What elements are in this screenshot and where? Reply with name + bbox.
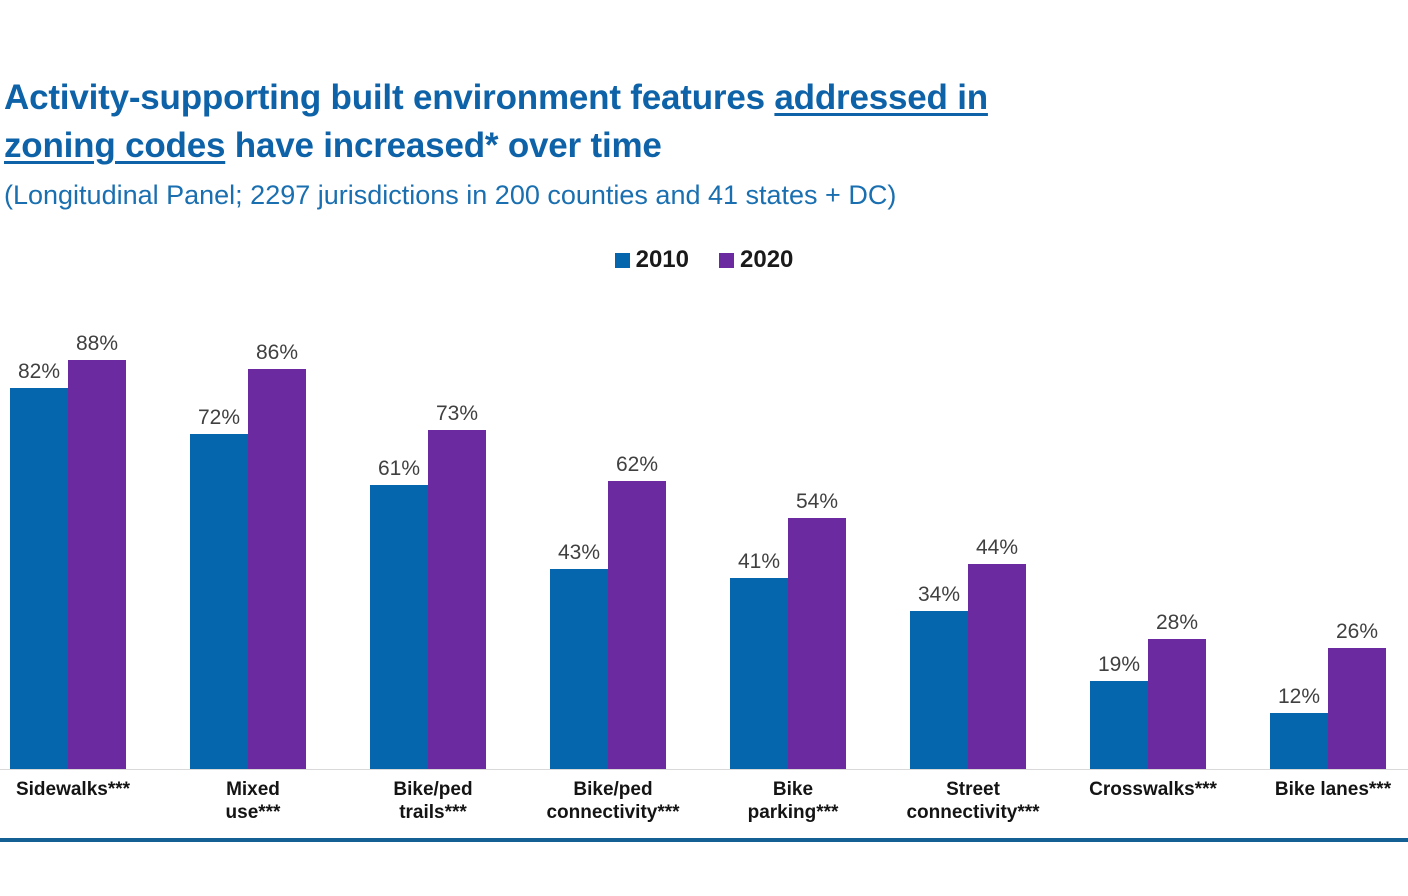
- legend-item-2020[interactable]: 2020: [719, 248, 793, 272]
- bar-value-label: 73%: [435, 402, 479, 425]
- bar-rect[interactable]: [550, 569, 608, 769]
- page-title-line-1: Activity-supporting built environment fe…: [4, 74, 1344, 122]
- bar-rect[interactable]: [910, 611, 968, 769]
- title-text-part-1: Activity-supporting built environment fe…: [4, 78, 775, 117]
- bar-value-label: 61%: [377, 457, 421, 480]
- page-subtitle: (Longitudinal Panel; 2297 jurisdictions …: [4, 180, 897, 210]
- x-axis-label: Bike/ped trails***: [333, 778, 533, 824]
- x-axis-category-labels: Sidewalks*** Mixed use*** Bike/ped trails***…: [0, 778, 1408, 836]
- x-axis-label-line: Bike: [772, 779, 814, 800]
- bar-group: 34% 44%: [910, 304, 1036, 769]
- bar-value-label: 28%: [1155, 611, 1199, 634]
- x-axis-label: Bike lanes***: [1233, 778, 1408, 801]
- bar-value-label: 43%: [557, 541, 601, 564]
- bar-group: 12% 26%: [1270, 304, 1396, 769]
- x-axis-label-line: connectivity***: [546, 802, 680, 823]
- bar-group: 43% 62%: [550, 304, 676, 769]
- x-axis-label: Mixed use***: [153, 778, 353, 824]
- bar-2010[interactable]: 72%: [190, 304, 248, 769]
- page-title-line-2: zoning codes have increased* over time: [4, 122, 1344, 170]
- bar-2010[interactable]: 43%: [550, 304, 608, 769]
- bar-value-label: 44%: [975, 536, 1019, 559]
- legend-swatch-2010-icon: [614, 252, 630, 268]
- bar-rect[interactable]: [1270, 713, 1328, 769]
- bar-2020[interactable]: 28%: [1148, 304, 1206, 769]
- legend-item-2010[interactable]: 2010: [614, 246, 689, 273]
- bar-rect[interactable]: [608, 481, 666, 769]
- bar-rect[interactable]: [428, 430, 486, 769]
- x-axis-label-line: Sidewalks***: [15, 779, 131, 800]
- x-axis-label-line: Bike/ped: [393, 779, 473, 800]
- x-axis-label-line: Bike lanes***: [1274, 779, 1392, 800]
- bar-2020[interactable]: 73%: [428, 304, 486, 769]
- title-text-part-2: have increased* over time: [225, 126, 662, 165]
- x-axis-label-line: connectivity***: [906, 802, 1040, 823]
- x-axis-label-line: parking***: [747, 802, 839, 823]
- bar-value-label: 34%: [917, 583, 961, 606]
- bar-group: 72% 86%: [190, 304, 316, 769]
- bar-value-label: 82%: [17, 360, 61, 383]
- bar-value-label: 19%: [1097, 653, 1141, 676]
- bar-rect[interactable]: [1090, 681, 1148, 769]
- x-axis-label-line: Bike/ped: [573, 779, 653, 800]
- x-axis-label: Bike parking***: [693, 778, 893, 824]
- bar-2010[interactable]: 12%: [1270, 304, 1328, 769]
- footer-divider: [0, 838, 1408, 842]
- bar-2020[interactable]: 86%: [248, 304, 306, 769]
- x-axis-label-line: Street: [946, 779, 1000, 800]
- bar-value-label: 88%: [75, 332, 119, 355]
- x-axis-label: Crosswalks***: [1053, 778, 1253, 801]
- bar-rect[interactable]: [68, 360, 126, 769]
- x-axis-label: Bike/ped connectivity***: [513, 778, 713, 824]
- title-underlined-part-2: zoning codes: [4, 126, 226, 165]
- bar-2010[interactable]: 82%: [10, 304, 68, 769]
- legend-label-2010: 2010: [635, 246, 689, 273]
- bar-2020[interactable]: 54%: [788, 304, 846, 769]
- bar-2020[interactable]: 88%: [68, 304, 126, 769]
- bar-group: 61% 73%: [370, 304, 496, 769]
- bar-2020[interactable]: 26%: [1328, 304, 1386, 769]
- bar-group: 19% 28%: [1090, 304, 1216, 769]
- bar-group: 82% 88%: [10, 304, 136, 769]
- chart-plot-area: 82% 88% 72% 86% 61% 73% 43% 62% 41% 54% 34% 44% 19% 2…: [0, 300, 1408, 770]
- bar-rect[interactable]: [370, 485, 428, 769]
- bar-rect[interactable]: [788, 518, 846, 769]
- x-axis-label-line: trails***: [399, 802, 467, 823]
- bar-2010[interactable]: 41%: [730, 304, 788, 769]
- x-axis-label-line: Mixed: [226, 779, 280, 800]
- bar-rect[interactable]: [968, 564, 1026, 769]
- bar-2010[interactable]: 19%: [1090, 304, 1148, 769]
- chart-legend: 2010 2020: [0, 248, 1408, 272]
- x-axis-label: Sidewalks***: [0, 778, 173, 801]
- bar-value-label: 12%: [1277, 685, 1321, 708]
- bar-2020[interactable]: 62%: [608, 304, 666, 769]
- bar-rect[interactable]: [730, 578, 788, 769]
- bar-2010[interactable]: 34%: [910, 304, 968, 769]
- x-axis-label: Street connectivity***: [873, 778, 1073, 824]
- bar-rect[interactable]: [1148, 639, 1206, 769]
- title-block: Activity-supporting built environment fe…: [4, 74, 1344, 212]
- bar-value-label: 72%: [197, 406, 241, 429]
- bar-rect[interactable]: [1328, 648, 1386, 769]
- bar-2020[interactable]: 44%: [968, 304, 1026, 769]
- bar-group: 41% 54%: [730, 304, 856, 769]
- bar-2010[interactable]: 61%: [370, 304, 428, 769]
- bar-value-label: 26%: [1335, 620, 1379, 643]
- legend-swatch-2020-icon: [719, 252, 734, 268]
- bar-value-label: 86%: [255, 341, 299, 364]
- bar-rect[interactable]: [190, 434, 248, 769]
- x-axis-label-line: use***: [225, 802, 281, 823]
- x-axis-baseline: [0, 769, 1408, 770]
- legend-label-2020: 2020: [740, 246, 794, 273]
- bar-value-label: 62%: [615, 453, 659, 476]
- x-axis-label-line: Crosswalks***: [1089, 779, 1217, 800]
- bar-rect[interactable]: [10, 388, 68, 769]
- bar-value-label: 41%: [737, 550, 781, 573]
- bar-value-label: 54%: [795, 490, 839, 513]
- title-underlined-part-1: addressed in: [774, 78, 988, 117]
- bar-rect[interactable]: [248, 369, 306, 769]
